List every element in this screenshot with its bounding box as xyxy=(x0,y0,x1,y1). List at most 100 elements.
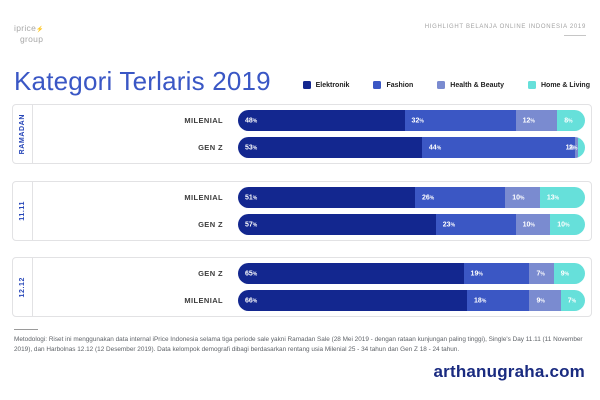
group-label: 11.11 xyxy=(19,201,26,221)
segment-value: 8% xyxy=(564,117,573,124)
bar-segment-elektronik: 48% xyxy=(238,110,405,131)
bar-row: MILENIAL 66% 18% 9% 7% xyxy=(33,290,591,311)
legend-label: Home & Living xyxy=(540,81,590,89)
legend-swatch xyxy=(302,81,311,89)
segment-value: 9% xyxy=(536,297,545,304)
group-panel-12-12: 12.12 GEN Z 65% 19% 7% 9% MILENIAL 66% 18% 9% 7% xyxy=(12,257,592,317)
bar-segment-fashion: 32% xyxy=(404,110,516,131)
stacked-bar: 51% 26% 10% 13% xyxy=(238,187,585,208)
row-label: MILENIAL xyxy=(184,193,223,202)
percent-sign: % xyxy=(540,298,545,304)
group-label-column: 11.11 xyxy=(13,182,33,240)
segment-value: 1% xyxy=(565,144,574,151)
bar-segment-health-beauty: 10% xyxy=(515,214,551,235)
logo-line2: group xyxy=(20,34,44,44)
group-rows: MILENIAL 48% 32% 12% 8% GEN Z 53% 44% 1% 2% xyxy=(33,105,591,163)
segment-value: 44% xyxy=(428,144,442,151)
bar-row: GEN Z 53% 44% 1% 2% xyxy=(33,137,591,158)
bar-segment-health-beauty: 1% xyxy=(566,137,579,158)
segment-value: 2% xyxy=(569,144,578,151)
segment-value: 7% xyxy=(567,297,577,304)
percent-sign: % xyxy=(252,145,258,151)
row-label: GEN Z xyxy=(198,269,223,278)
bar-segment-elektronik: 66% xyxy=(238,290,468,311)
bar-segment-elektronik: 51% xyxy=(238,187,415,208)
percent-sign: % xyxy=(554,195,560,201)
segment-value: 18% xyxy=(474,297,487,304)
legend: Elektronik Fashion Health & Beauty Home & L… xyxy=(302,81,590,89)
percent-sign: % xyxy=(252,222,258,228)
percent-sign: % xyxy=(519,195,525,201)
bar-segment-fashion: 18% xyxy=(467,290,530,311)
group-rows: GEN Z 65% 19% 7% 9% MILENIAL 66% 18% 9% 7% xyxy=(33,258,591,316)
percent-sign: % xyxy=(568,118,573,124)
stacked-bar: 53% 44% 1% 2% xyxy=(238,137,585,158)
segment-value: 57% xyxy=(245,221,258,228)
legend-swatch xyxy=(437,81,446,89)
header-caption: HIGHLIGHT BELANJA ONLINE INDONESIA 2019 xyxy=(424,24,586,30)
stacked-bar: 66% 18% 9% 7% xyxy=(238,290,585,311)
row-label: GEN Z xyxy=(198,143,223,152)
legend-swatch xyxy=(373,81,382,89)
stacked-bar: 65% 19% 7% 9% xyxy=(238,263,585,284)
header: iprice⚡ group HIGHLIGHT BELANJA ONLINE I… xyxy=(14,24,586,44)
bar-segment-home-living: 7% xyxy=(560,290,585,311)
percent-sign: % xyxy=(252,271,258,277)
percent-sign: % xyxy=(450,222,456,228)
segment-value: 51% xyxy=(245,194,258,201)
percent-sign: % xyxy=(564,271,570,277)
segment-value: 32% xyxy=(411,117,424,124)
row-label: GEN Z xyxy=(198,220,223,229)
segment-value: 7% xyxy=(536,270,545,277)
segment-value: 66% xyxy=(245,297,258,304)
legend-swatch xyxy=(527,81,536,89)
segment-value: 9% xyxy=(560,270,570,277)
bar-segment-home-living: 10% xyxy=(550,214,585,235)
title-row: Kategori Terlaris 2019 Elektronik Fashion… xyxy=(14,66,590,97)
percent-sign: % xyxy=(436,145,442,151)
header-right: HIGHLIGHT BELANJA ONLINE INDONESIA 2019 xyxy=(425,24,586,36)
lightning-icon: ⚡ xyxy=(36,27,44,33)
percent-sign: % xyxy=(252,298,258,304)
bar-segment-fashion: 23% xyxy=(435,214,516,235)
bar-segment-health-beauty: 7% xyxy=(529,263,554,284)
percent-sign: % xyxy=(530,118,535,124)
segment-value: 10% xyxy=(512,194,525,201)
segment-value: 26% xyxy=(421,194,435,201)
group-label-column: 12.12 xyxy=(13,258,33,316)
segment-value: 12% xyxy=(522,117,535,124)
segment-value: 65% xyxy=(245,270,258,277)
bar-segment-elektronik: 53% xyxy=(238,137,422,158)
watermark: arthanugraha.com xyxy=(433,362,585,381)
percent-sign: % xyxy=(569,145,574,151)
stacked-bar: 57% 23% 10% 10% xyxy=(238,214,585,235)
methodology-text: Metodologi: Riset ini menggunakan data i… xyxy=(14,336,583,353)
row-label: MILENIAL xyxy=(184,116,223,125)
percent-sign: % xyxy=(572,145,578,151)
percent-sign: % xyxy=(252,195,258,201)
bar-segment-elektronik: 65% xyxy=(238,263,464,284)
bar-row: MILENIAL 51% 26% 10% 13% xyxy=(33,187,591,208)
bar-row: MILENIAL 48% 32% 12% 8% xyxy=(33,110,591,131)
percent-sign: % xyxy=(419,118,424,124)
segment-value: 48% xyxy=(245,117,258,124)
group-rows: MILENIAL 51% 26% 10% 13% GEN Z 57% 23% 10% 10% xyxy=(33,182,591,240)
group-label: RAMADAN xyxy=(19,113,26,155)
segment-value: 19% xyxy=(470,270,483,277)
row-label: MILENIAL xyxy=(184,296,223,305)
legend-label: Fashion xyxy=(386,81,414,89)
percent-sign: % xyxy=(252,118,258,124)
percent-sign: % xyxy=(530,222,535,228)
segment-value: 10% xyxy=(522,221,535,228)
segment-value: 13% xyxy=(546,194,560,201)
percent-sign: % xyxy=(481,298,487,304)
legend-item-elektronik: Elektronik xyxy=(302,81,349,89)
percent-sign: % xyxy=(571,298,577,304)
group-label-column: RAMADAN xyxy=(13,105,33,163)
percent-sign: % xyxy=(540,271,545,277)
legend-item-fashion: Fashion xyxy=(373,81,413,89)
footer-divider xyxy=(14,329,38,330)
bar-row: GEN Z 57% 23% 10% 10% xyxy=(33,214,591,235)
percent-sign: % xyxy=(478,271,483,277)
